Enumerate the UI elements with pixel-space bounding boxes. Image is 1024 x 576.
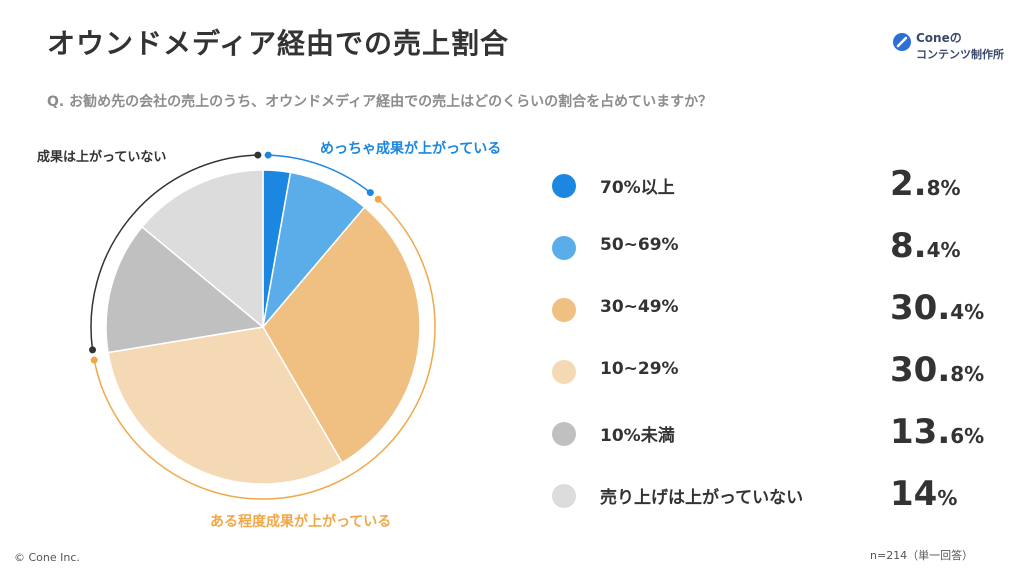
legend-item: 70%以上 2.8% — [552, 164, 972, 206]
legend-label: 売り上げは上がっていない — [600, 488, 804, 508]
legend-label: 30~49% — [600, 297, 679, 317]
legend-swatch — [552, 174, 576, 198]
group-arc-bottom — [93, 198, 436, 500]
legend-swatch — [552, 236, 576, 260]
copyright: © Cone Inc. — [14, 551, 80, 564]
group-arc-endpoint — [254, 151, 262, 159]
group-arc-endpoint — [374, 195, 382, 203]
pie-slice — [107, 326, 344, 485]
pie-chart: めっちゃ成果が上がっている ある程度成果が上がっている 成果は上がっていない — [37, 140, 501, 530]
logo-suffix: の — [949, 31, 962, 45]
annotation-left: 成果は上がっていない — [37, 149, 166, 165]
group-arc-endpoint — [90, 356, 98, 364]
legend-swatch — [552, 422, 576, 446]
group-arc-left — [90, 154, 258, 350]
legend-item: 30~49% 30.4% — [552, 288, 984, 330]
annotation-top: めっちゃ成果が上がっている — [320, 140, 501, 157]
page-title: オウンドメディア経由での売上割合 — [47, 27, 510, 60]
pie-slice — [262, 206, 421, 464]
legend-item: 売り上げは上がっていない 14% — [552, 474, 972, 516]
legend-value: 8.4% — [890, 226, 961, 266]
legend-value: 14% — [890, 474, 958, 514]
legend-value: 13.6% — [890, 412, 985, 452]
legend-value: 30.8% — [890, 350, 985, 390]
brand-logo: Coneの コンテンツ制作所 — [892, 26, 1004, 66]
legend-label: 70%以上 — [600, 178, 675, 198]
sample-size: n=214（単一回答） — [870, 549, 974, 562]
legend-value: 30.4% — [890, 288, 985, 328]
legend-item: 10%未満 13.6% — [552, 412, 984, 454]
group-arc-endpoint — [366, 189, 374, 197]
group-arc-endpoint — [264, 151, 272, 159]
legend-item: 10~29% 30.8% — [552, 350, 984, 392]
legend-label: 50~69% — [600, 235, 679, 255]
legend-label: 10~29% — [600, 359, 679, 379]
legend-swatch — [552, 360, 576, 384]
legend-item: 50~69% 8.4% — [552, 226, 972, 268]
legend-swatch — [552, 484, 576, 508]
pie-slice — [105, 225, 265, 354]
group-arc-top — [268, 154, 371, 194]
legend-label: 10%未満 — [600, 426, 675, 446]
group-arc-endpoint — [89, 346, 97, 354]
cone-logo-icon — [893, 33, 911, 51]
legend-swatch — [552, 298, 576, 322]
logo-subtitle: コンテンツ制作所 — [916, 48, 1004, 61]
legend-value: 2.8% — [890, 164, 961, 204]
survey-question: Q. お勧め先の会社の売上のうち、オウンドメディア経由での売上はどのくらいの割合… — [47, 94, 713, 110]
pie-slice — [140, 169, 264, 329]
annotation-bottom: ある程度成果が上がっている — [210, 513, 391, 530]
logo-name: Cone — [916, 31, 950, 45]
